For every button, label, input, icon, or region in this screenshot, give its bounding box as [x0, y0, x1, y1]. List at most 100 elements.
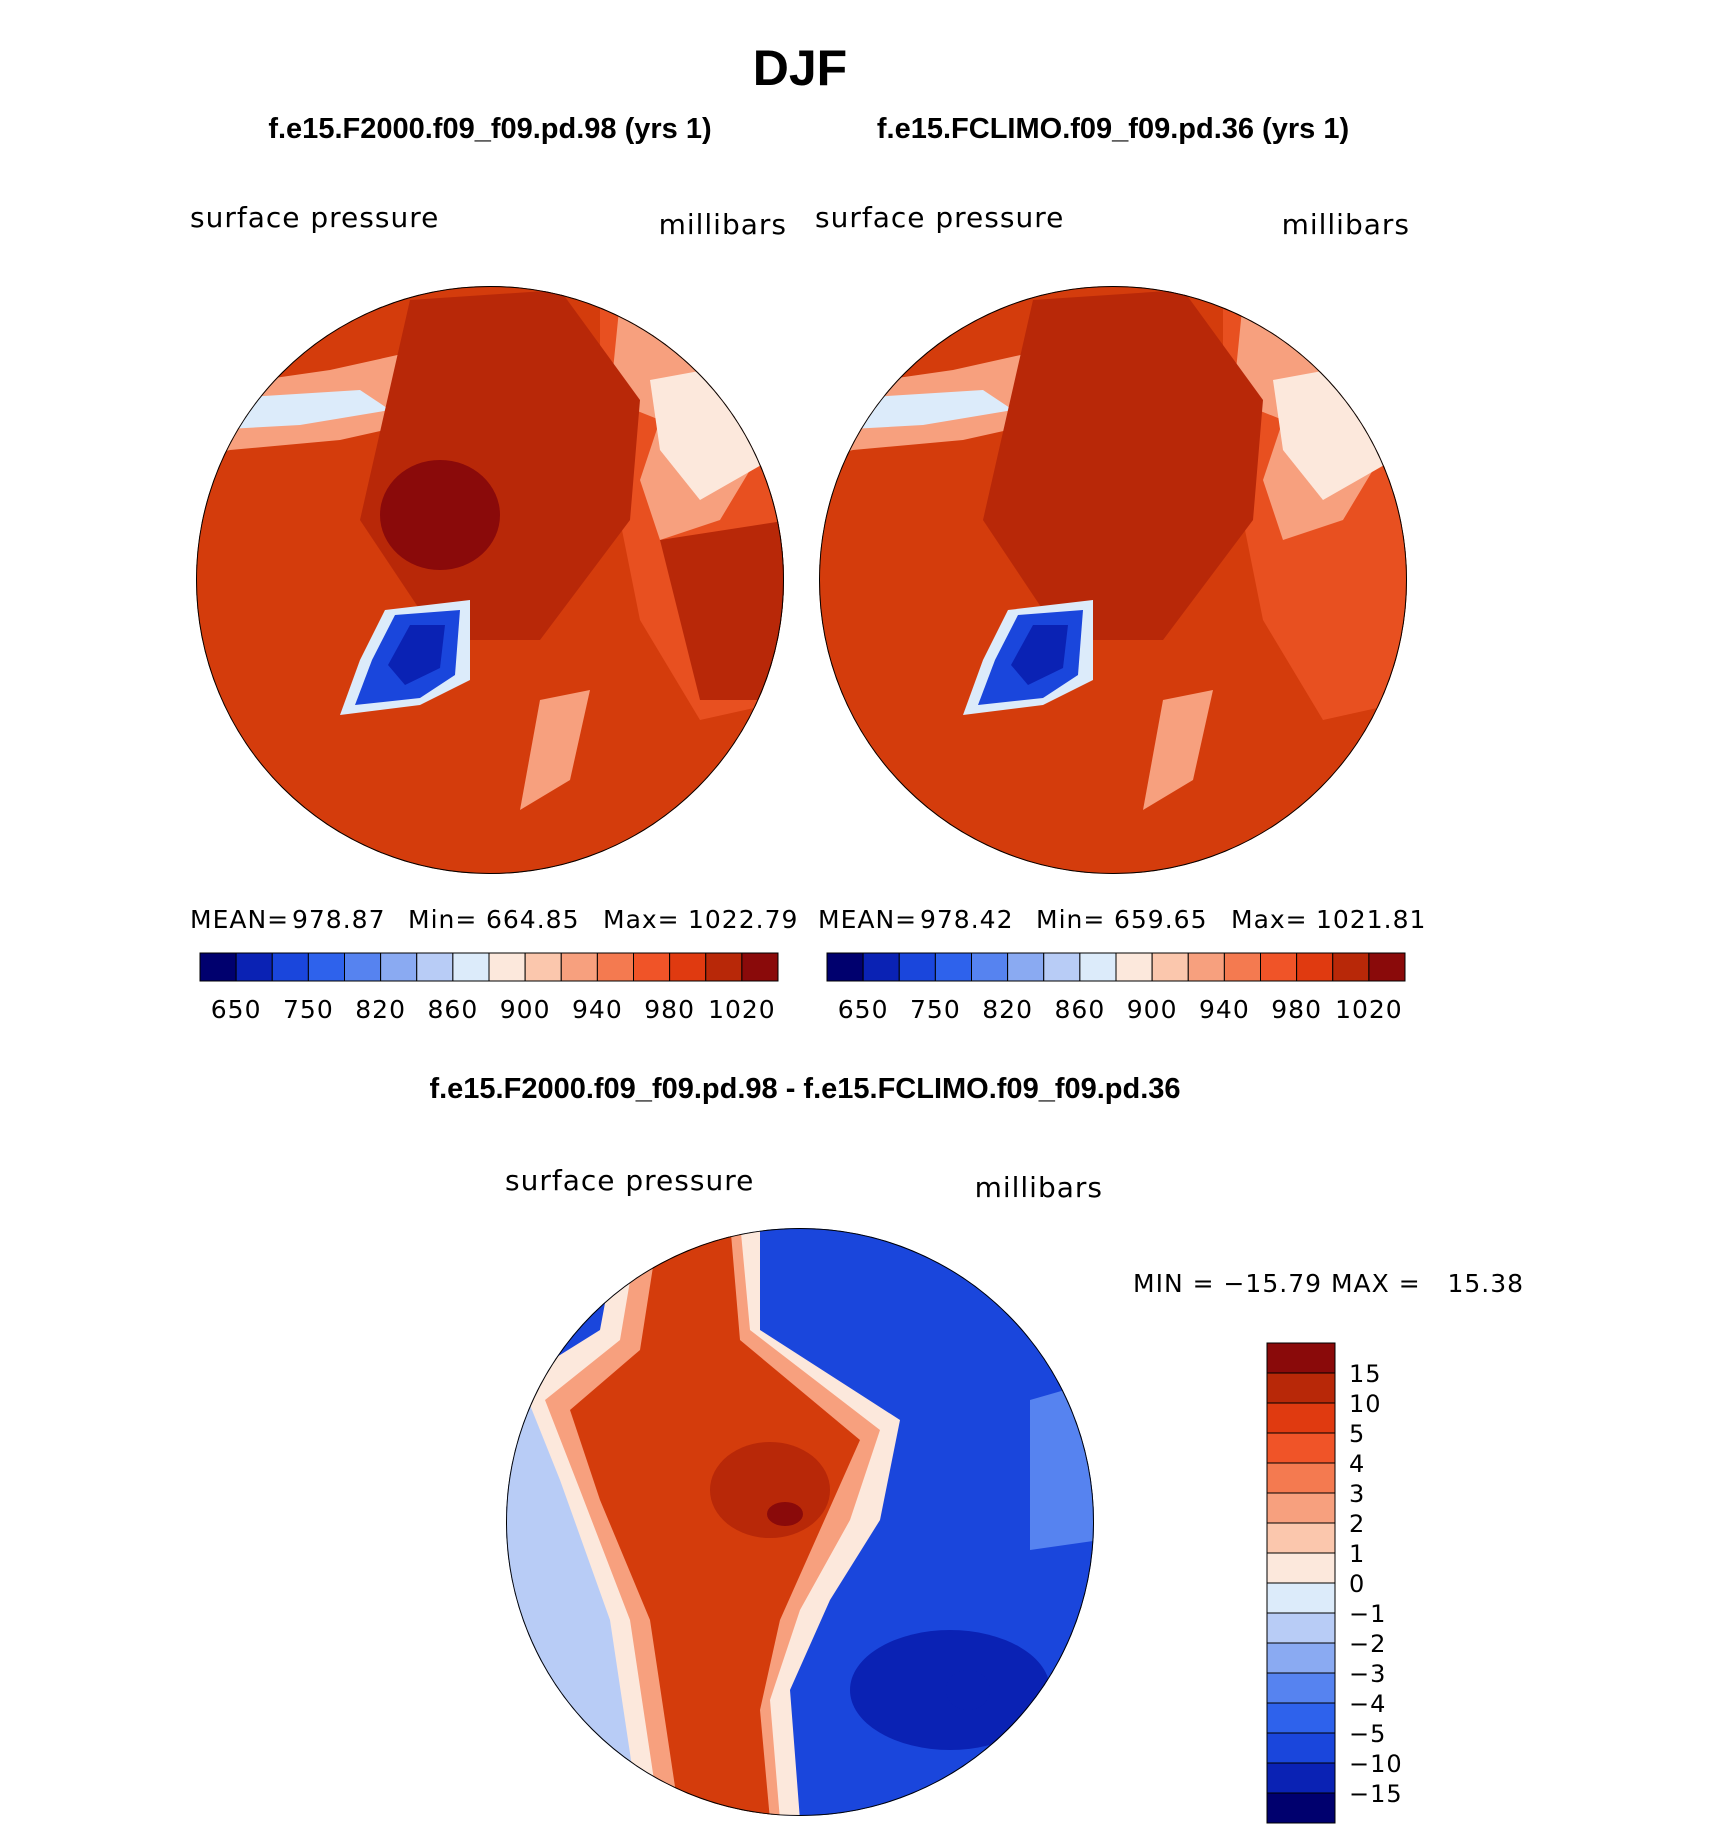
panel-a-colorbar-swatch [271, 952, 309, 982]
diff-colorbar-swatch [1266, 1342, 1336, 1374]
panel-b-colorbar-tick-label: 940 [1199, 995, 1250, 1024]
panel-a-high-center [380, 460, 500, 570]
panel-b-colorbar-tick-label: 750 [910, 995, 961, 1024]
diff-variable: surface pressure [505, 1164, 754, 1197]
panel-b-min-label: Min= [1036, 905, 1105, 934]
diff-colorbar-tick-label: −4 [1349, 1690, 1386, 1718]
panel-b-colorbar-tick-label: 820 [982, 995, 1033, 1024]
diff-colorbar-tick-label: 4 [1349, 1450, 1365, 1478]
panel-a-case-title: f.e15.F2000.f09_f09.pd.98 (yrs 1) [268, 113, 711, 145]
diff-colorbar-tick-label: −1 [1349, 1600, 1386, 1628]
panel-a-siberia-dark [660, 520, 784, 700]
panel-b-max: 1021.81 [1316, 905, 1426, 934]
panel-a-colorbar-swatch [344, 952, 382, 982]
panel-a-colorbar-swatch [596, 952, 634, 982]
panel-b-colorbar-swatch [971, 952, 1009, 982]
panel-a-max: 1022.79 [688, 905, 798, 934]
panel-a-colorbar-swatch [199, 952, 237, 982]
panel-a-colorbar-swatch [488, 952, 526, 982]
panel-a-mean: 978.87 [292, 905, 385, 934]
panel-b-colorbar-tick-label: 900 [1127, 995, 1178, 1024]
diff-colorbar-swatch [1266, 1522, 1336, 1554]
panel-a-map [196, 286, 784, 874]
diff-colorbar-tick-label: 0 [1349, 1570, 1365, 1598]
panel-b-greenland-core [1011, 625, 1068, 685]
panel-b-colorbar-swatch [1043, 952, 1081, 982]
panel-b-colorbar: 650 750 820 860 900 940 980 1020 [826, 952, 1406, 1024]
panel-b-colorbar-swatch [1151, 952, 1189, 982]
panel-b-colorbar-swatch [934, 952, 972, 982]
diff-colorbar-tick-label: −10 [1349, 1750, 1403, 1778]
panel-a-colorbar-swatch [524, 952, 562, 982]
panel-a-colorbar-swatch [560, 952, 598, 982]
panel-a-scandinavia [520, 690, 590, 810]
diff-colorbar-swatch [1266, 1702, 1336, 1734]
diff-dark-red [710, 1442, 830, 1538]
panel-b-mean: 978.42 [920, 905, 1013, 934]
diff-blue-core [946, 1670, 990, 1710]
diff-colorbar-swatch [1266, 1732, 1336, 1764]
diff-colorbar-swatch [1266, 1642, 1336, 1674]
diff-colorbar-tick-label: −3 [1349, 1660, 1386, 1688]
panel-b-scandinavia [1143, 690, 1213, 810]
panel-b-min: 659.65 [1114, 905, 1207, 934]
diff-colorbar-swatch [1266, 1672, 1336, 1704]
panel-a-colorbar-swatch [416, 952, 454, 982]
panel-b-colorbar-swatch [1079, 952, 1117, 982]
diff-units: millibars [975, 1171, 1103, 1204]
panel-a-min: 664.85 [486, 905, 579, 934]
panel-a-mean-label: MEAN= [190, 905, 289, 934]
diff-colorbar-swatch [1266, 1762, 1336, 1794]
panel-a-min-label: Min= [408, 905, 477, 934]
panel-b-units: millibars [1282, 208, 1410, 241]
panel-b-max-label: Max= [1231, 905, 1308, 934]
diff-colorbar-tick-label: 15 [1349, 1360, 1382, 1388]
panel-a-colorbar-tick-label: 900 [500, 995, 551, 1024]
panel-a-colorbar-swatch [669, 952, 707, 982]
panel-b-colorbar-swatch [1368, 952, 1406, 982]
panel-b-colorbar-swatch [1223, 952, 1261, 982]
panel-b-colorbar-swatch [1332, 952, 1370, 982]
diff-colorbar-swatch [1266, 1792, 1336, 1824]
panel-a-max-label: Max= [603, 905, 680, 934]
panel-b-colorbar-swatch [826, 952, 864, 982]
diff-colorbar-swatch [1266, 1372, 1336, 1404]
panel-b-colorbar-tick-label: 650 [838, 995, 889, 1024]
diff-colorbar-swatch [1266, 1492, 1336, 1524]
panel-b-colorbar-swatch [898, 952, 936, 982]
panel-a-units: millibars [659, 208, 787, 241]
diff-colorbar-tick-label: −15 [1349, 1780, 1403, 1808]
panel-b-stats: MEAN= 978.42 Min= 659.65 Max= 1021.81 [818, 905, 1426, 934]
panel-a-colorbar-tick-label: 650 [211, 995, 262, 1024]
panel-a-colorbar-swatch [307, 952, 345, 982]
panel-a-greenland-core [388, 625, 445, 685]
diff-map [506, 1228, 1094, 1816]
diff-colorbar-tick-label: 1 [1349, 1540, 1365, 1568]
diff-colorbar-swatch [1266, 1432, 1336, 1464]
panel-b-colorbar-tick-label: 980 [1271, 995, 1322, 1024]
panel-b-colorbar-swatch [1007, 952, 1045, 982]
panel-a-colorbar-swatch [235, 952, 273, 982]
panel-a-colorbar-swatch [741, 952, 779, 982]
panel-b-map [819, 286, 1407, 874]
panel-b-variable: surface pressure [815, 201, 1064, 234]
panel-b-colorbar-swatch [1187, 952, 1225, 982]
panel-b-mean-label: MEAN= [818, 905, 917, 934]
diff-darkest-red [767, 1502, 803, 1526]
panel-b-colorbar-tick-label: 1020 [1335, 995, 1403, 1024]
panel-a-colorbar-tick-label: 940 [572, 995, 623, 1024]
panel-a-colorbar-tick-label: 1020 [708, 995, 776, 1024]
diff-colorbar-swatch [1266, 1462, 1336, 1494]
diff-stats: MIN = −15.79 MAX = 15.38 [1133, 1269, 1524, 1298]
panel-b-colorbar-swatch [1260, 952, 1298, 982]
panel-b-colorbar-tick-label: 860 [1055, 995, 1106, 1024]
panel-b-colorbar-swatch [862, 952, 900, 982]
panel-a-colorbar-tick-label: 980 [644, 995, 695, 1024]
main-title: DJF [753, 40, 847, 96]
panel-a-colorbar-swatch [705, 952, 743, 982]
diff-colorbar-tick-label: 2 [1349, 1510, 1365, 1538]
diff-colorbar-swatch [1266, 1612, 1336, 1644]
diff-colorbar-tick-label: 5 [1349, 1420, 1365, 1448]
diff-blue-light [1030, 1380, 1094, 1550]
diff-colorbar-swatch [1266, 1552, 1336, 1584]
